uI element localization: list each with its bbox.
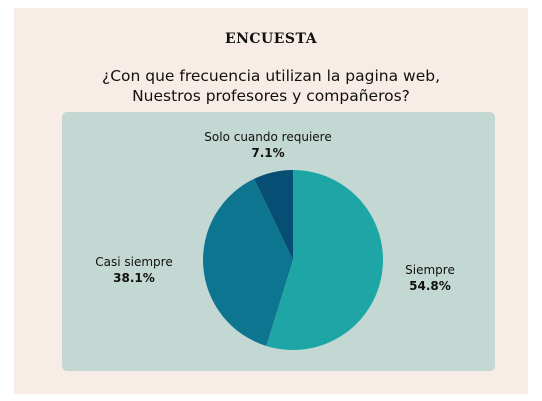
survey-title: ENCUESTA bbox=[224, 31, 318, 47]
pie-slice-siempre bbox=[266, 170, 383, 350]
slice-label-text: Solo cuando requiere bbox=[204, 130, 332, 144]
survey-question: ¿Con que frecuencia utilizan la pagina w… bbox=[0, 66, 542, 106]
slice-value-label: 54.8% bbox=[409, 279, 451, 293]
pie-slice-solo-cuando-requiere bbox=[254, 170, 293, 260]
question-line-1: ¿Con que frecuencia utilizan la pagina w… bbox=[101, 67, 441, 85]
question-line-2: Nuestros profesores y compañeros? bbox=[132, 87, 410, 105]
slice-value-label: 7.1% bbox=[251, 146, 285, 160]
slice-label-casi-siempre: Casi siempre 38.1% bbox=[74, 254, 194, 286]
slice-label-siempre: Siempre 54.8% bbox=[398, 262, 462, 294]
slice-value-label: 38.1% bbox=[113, 271, 155, 285]
slice-label-solo-cuando-requiere: Solo cuando requiere 7.1% bbox=[183, 129, 353, 161]
slice-label-text: Casi siempre bbox=[95, 255, 173, 269]
pie-slice-casi-siempre bbox=[203, 178, 293, 346]
slice-label-text: Siempre bbox=[405, 263, 455, 277]
